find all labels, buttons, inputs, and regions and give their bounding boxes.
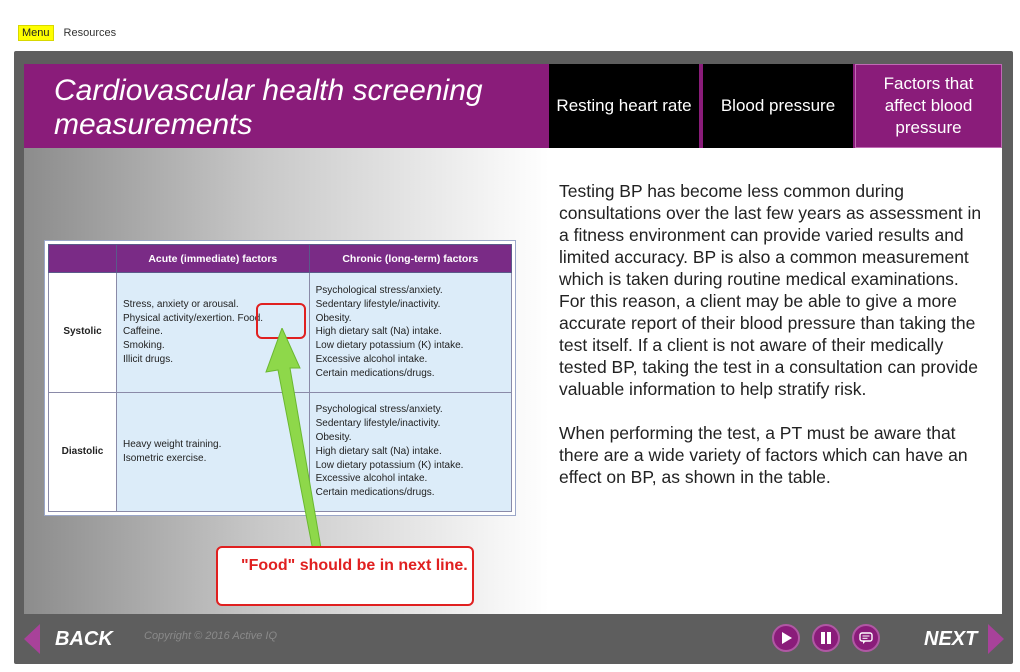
- top-menu: Menu Resources: [18, 24, 116, 42]
- captions-button[interactable]: [852, 624, 880, 652]
- table-corner-header: [48, 244, 117, 273]
- table-row: Diastolic Heavy weight training. Isometr…: [48, 391, 513, 512]
- play-icon: [782, 632, 792, 644]
- table-cell-line: Caffeine.: [123, 326, 163, 338]
- table-cell-line: Illicit drugs.: [123, 353, 174, 365]
- table-cell-line: Excessive alcohol intake.: [315, 473, 428, 485]
- row-label-diastolic: Diastolic: [48, 391, 117, 512]
- table-header-chronic: Chronic (long-term) factors: [308, 244, 513, 273]
- pause-icon: [821, 632, 831, 644]
- tab-blood-pressure[interactable]: Blood pressure: [703, 64, 853, 148]
- table-header-acute: Acute (immediate) factors: [116, 244, 310, 273]
- systolic-acute-cell: Stress, anxiety or arousal. Physical act…: [116, 272, 310, 393]
- menu-link[interactable]: Menu: [18, 25, 54, 41]
- table-cell-line: Low dietary potassium (K) intake.: [315, 340, 464, 352]
- table-cell-line: High dietary salt (Na) intake.: [315, 326, 442, 338]
- pause-button[interactable]: [812, 624, 840, 652]
- page-title: Cardiovascular health screening measurem…: [54, 74, 483, 141]
- body-text: Testing BP has become less common during…: [559, 180, 989, 510]
- table-cell-line: Isometric exercise.: [123, 452, 207, 464]
- annotation-text: "Food" should be in next line.: [241, 557, 468, 574]
- table-cell-line: Smoking.: [123, 340, 165, 352]
- annotation-callout: [216, 546, 474, 606]
- play-button[interactable]: [772, 624, 800, 652]
- slide-header: Cardiovascular health screening measurem…: [24, 64, 1002, 148]
- tab-factors-affecting-bp[interactable]: Factors that affect blood pressure: [855, 64, 1002, 148]
- table-cell-line: Heavy weight training.: [123, 438, 222, 450]
- bp-factors-table: Acute (immediate) factors Chronic (long-…: [44, 240, 516, 516]
- table-row: Systolic Stress, anxiety or arousal. Phy…: [48, 272, 513, 393]
- tab-resting-heart-rate[interactable]: Resting heart rate: [549, 64, 699, 148]
- row-label-systolic: Systolic: [48, 272, 117, 393]
- table-cell-line: Psychological stress/anxiety.: [315, 284, 443, 296]
- body-paragraph-2: When performing the test, a PT must be a…: [559, 423, 968, 487]
- body-paragraph-1: Testing BP has become less common during…: [559, 181, 982, 399]
- table-cell-line: Physical activity/exertion. Food.: [123, 312, 264, 324]
- back-button[interactable]: BACK: [55, 628, 113, 650]
- diastolic-acute-cell: Heavy weight training. Isometric exercis…: [116, 391, 310, 512]
- table-cell-line: Obesity.: [315, 312, 352, 324]
- table-cell-line: Certain medications/drugs.: [315, 487, 435, 499]
- copyright-text: Copyright © 2016 Active IQ: [144, 630, 278, 642]
- back-arrow-icon[interactable]: [22, 624, 42, 654]
- systolic-chronic-cell: Psychological stress/anxiety. Sedentary …: [308, 272, 513, 393]
- diastolic-chronic-cell: Psychological stress/anxiety. Sedentary …: [308, 391, 513, 512]
- slide-content: Acute (immediate) factors Chronic (long-…: [24, 148, 1002, 614]
- table-cell-line: Certain medications/drugs.: [315, 367, 435, 379]
- table-cell-line: Stress, anxiety or arousal.: [123, 298, 239, 310]
- next-arrow-icon[interactable]: [986, 624, 1006, 654]
- next-button[interactable]: NEXT: [924, 628, 978, 650]
- resources-link[interactable]: Resources: [63, 27, 117, 39]
- table-cell-line: Obesity.: [315, 432, 352, 444]
- table-cell-line: Sedentary lifestyle/inactivity.: [315, 418, 441, 430]
- annotation-arrow: [265, 328, 323, 557]
- player-footer: BACK Copyright © 2016 Active IQ NEXT: [14, 614, 1013, 664]
- table-cell-line: Sedentary lifestyle/inactivity.: [315, 298, 441, 310]
- table-cell-line: Psychological stress/anxiety.: [315, 404, 443, 416]
- table-cell-line: Low dietary potassium (K) intake.: [315, 459, 464, 471]
- table-cell-line: High dietary salt (Na) intake.: [315, 445, 442, 457]
- captions-icon: [859, 632, 873, 644]
- table-cell-line: Excessive alcohol intake.: [315, 353, 428, 365]
